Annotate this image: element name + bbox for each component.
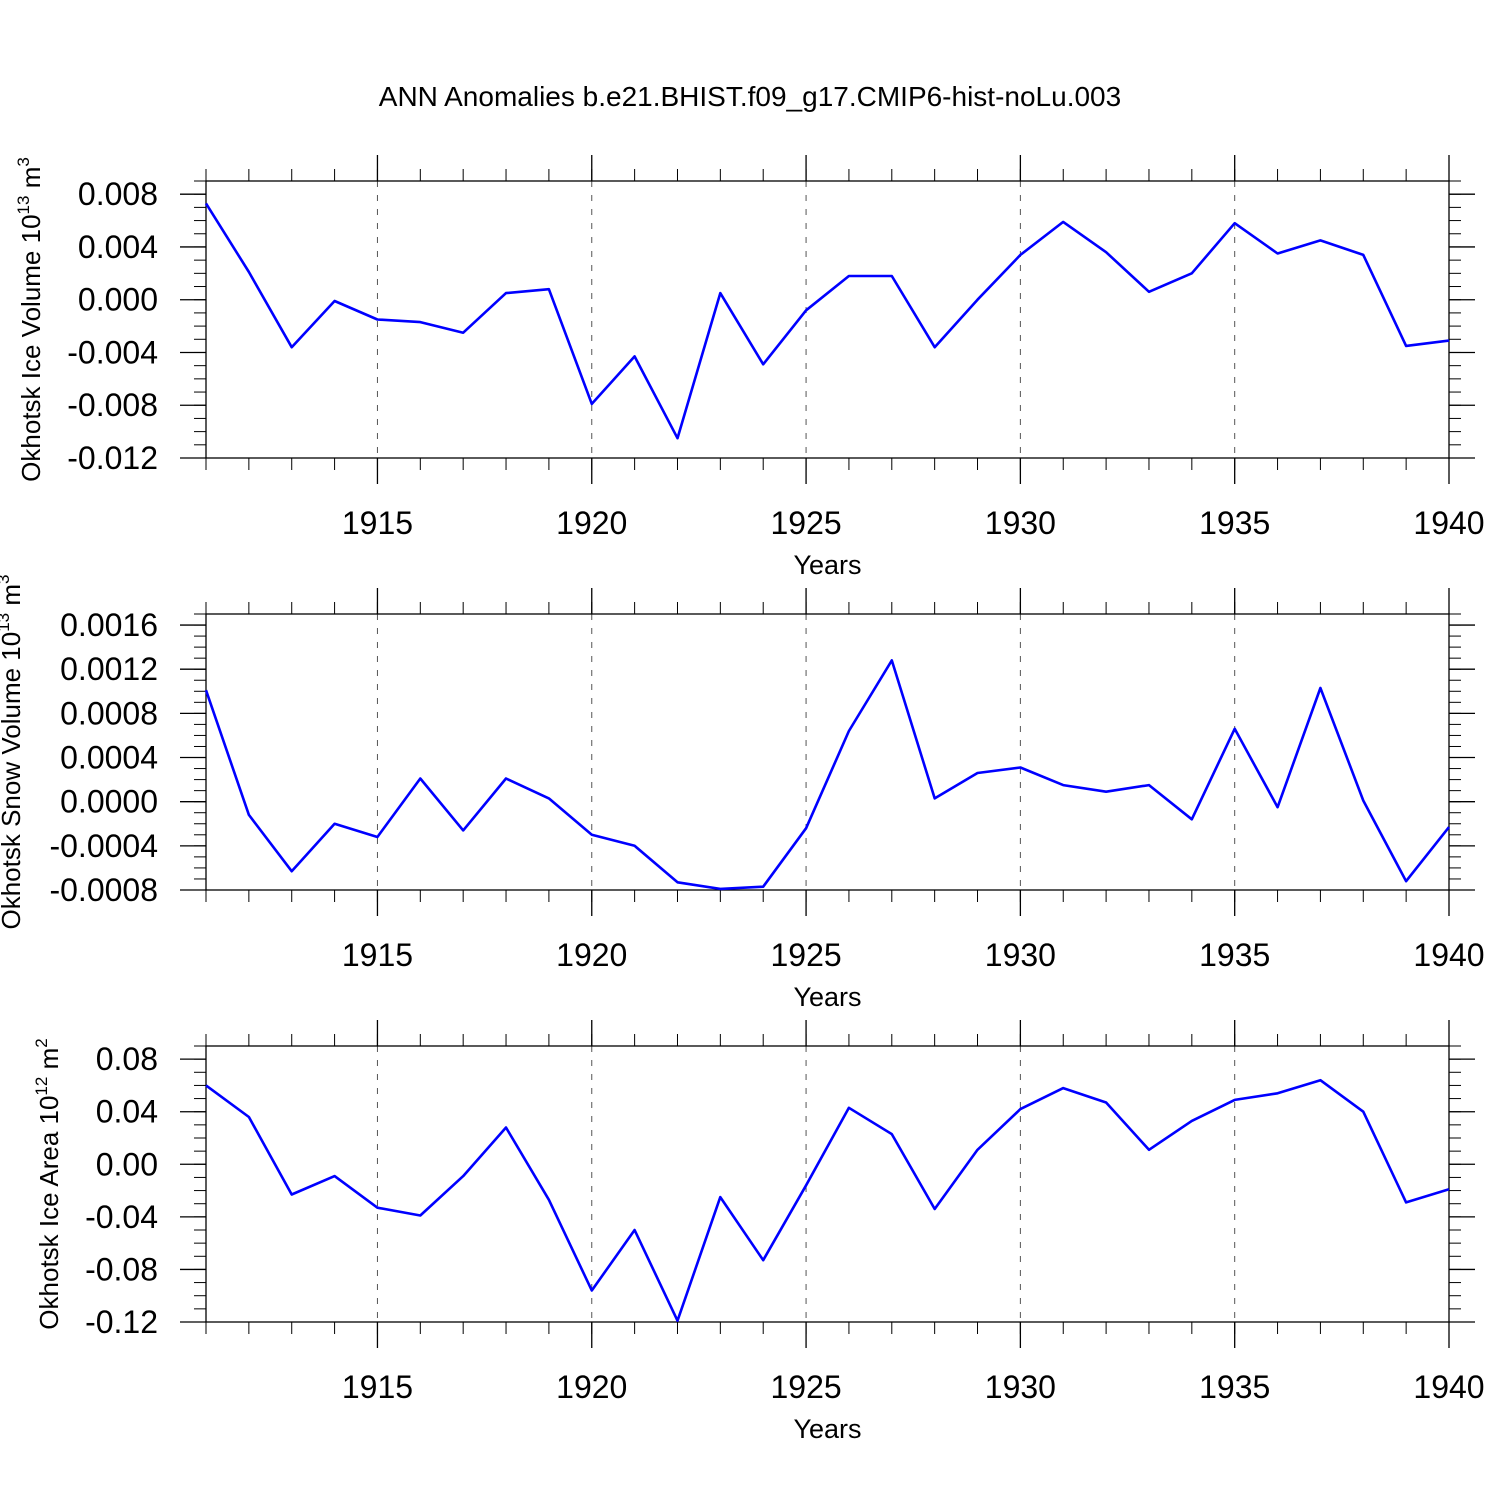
y-tick-label: 0.08 xyxy=(96,1041,158,1077)
x-tick-label: 1930 xyxy=(985,1369,1056,1405)
y-axis-label: Okhotsk Snow Volume 1013 m3 xyxy=(0,575,26,930)
y-tick-label: 0.0008 xyxy=(60,695,158,731)
x-tick-label: 1925 xyxy=(770,1369,841,1405)
y-tick-label: 0.008 xyxy=(78,176,158,212)
x-tick-label: 1920 xyxy=(556,505,627,541)
x-tick-label: 1915 xyxy=(342,937,413,973)
x-axis-label: Years xyxy=(793,1414,861,1444)
x-tick-label: 1935 xyxy=(1199,505,1270,541)
x-tick-label: 1915 xyxy=(342,1369,413,1405)
y-tick-label: 0.0016 xyxy=(60,607,158,643)
x-tick-label: 1925 xyxy=(770,505,841,541)
data-series-line xyxy=(205,1078,1450,1322)
y-tick-label: 0.000 xyxy=(78,282,158,318)
y-tick-label: -0.008 xyxy=(67,387,158,423)
y-tick-label: -0.0008 xyxy=(49,872,158,908)
plot-frame xyxy=(205,180,1450,459)
x-tick-label: 1940 xyxy=(1413,937,1484,973)
x-axis-label: Years xyxy=(793,982,861,1012)
x-tick-label: 1930 xyxy=(985,937,1056,973)
y-tick-label: -0.004 xyxy=(67,334,158,370)
x-axis-label: Years xyxy=(793,550,861,580)
x-tick-label: 1915 xyxy=(342,505,413,541)
y-axis-label: Okhotsk Ice Volume 1013 m3 xyxy=(14,157,46,482)
panel-2: 1915 1920 1925 1930 1935 1940 Years 0.0016 0.001… xyxy=(0,575,1485,1013)
y-tick-label: 0.04 xyxy=(96,1094,158,1130)
x-tick-label: 1935 xyxy=(1199,1369,1270,1405)
y-tick-label: 0.004 xyxy=(78,229,158,265)
data-series-line xyxy=(204,202,1450,440)
y-tick-label: -0.012 xyxy=(67,440,158,476)
panel-1: 1915 1920 1925 1930 1935 1940 Years 0.008 0.004 0… xyxy=(14,155,1485,580)
y-tick-label: 0.0004 xyxy=(60,740,158,776)
y-tick-label: 0.0000 xyxy=(60,784,158,820)
plot-frame xyxy=(205,1045,1450,1323)
y-tick-label: -0.12 xyxy=(85,1304,158,1340)
x-tick-label: 1940 xyxy=(1413,505,1484,541)
y-tick-label: -0.04 xyxy=(85,1199,158,1235)
y-tick-label: 0.0012 xyxy=(60,651,158,687)
x-tick-label: 1920 xyxy=(556,1369,627,1405)
x-tick-label: 1930 xyxy=(985,505,1056,541)
plot-frame xyxy=(205,613,1450,891)
y-tick-label: -0.0004 xyxy=(49,828,158,864)
x-tick-label: 1940 xyxy=(1413,1369,1484,1405)
y-axis-label: Okhotsk Ice Area 1012 m2 xyxy=(32,1038,64,1329)
x-tick-label: 1920 xyxy=(556,937,627,973)
figure-title: ANN Anomalies b.e21.BHIST.f09_g17.CMIP6-… xyxy=(379,81,1121,112)
x-tick-label: 1925 xyxy=(770,937,841,973)
data-series-line xyxy=(204,659,1451,891)
x-tick-label: 1935 xyxy=(1199,937,1270,973)
panel-3: 1915 1920 1925 1930 1935 1940 Years 0.08 0.04 0.0… xyxy=(32,1020,1485,1444)
y-tick-label: -0.08 xyxy=(85,1251,158,1287)
y-tick-label: 0.00 xyxy=(96,1146,158,1182)
